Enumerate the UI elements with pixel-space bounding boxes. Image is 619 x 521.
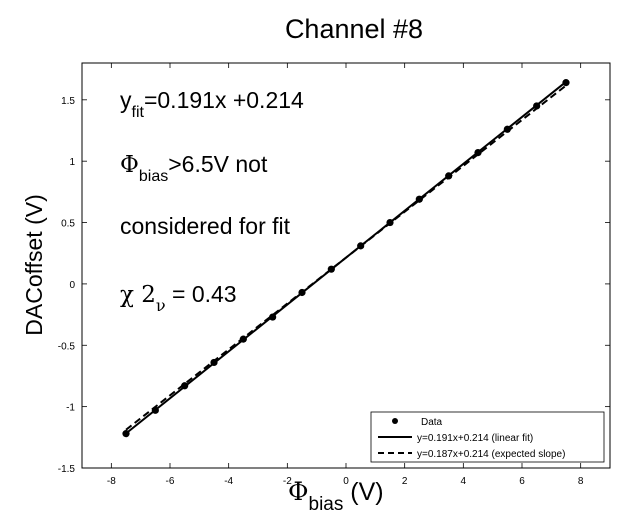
data-point xyxy=(181,382,189,390)
x-axis-label-main: Φ xyxy=(288,477,309,506)
y-tick-label: -1.5 xyxy=(58,464,76,475)
x-axis-label-sub: bias xyxy=(309,494,344,515)
y-tick-label: -1 xyxy=(66,403,75,414)
fit-exclusion-annotation: considered for fit xyxy=(120,213,291,239)
data-point xyxy=(327,265,335,273)
x-tick-label: -4 xyxy=(224,476,233,487)
data-point xyxy=(445,172,453,180)
data-point xyxy=(386,218,394,227)
fit-equation-annotation: yfit=0.191x +0.214 xyxy=(120,87,304,121)
data-point xyxy=(239,335,247,343)
x-axis-label: Φbias (V) xyxy=(288,477,384,515)
data-point xyxy=(533,102,541,110)
chart-title: Channel #8 xyxy=(285,14,423,44)
x-tick-label: 4 xyxy=(461,476,467,487)
data-point xyxy=(474,148,482,157)
x-tick-label: 6 xyxy=(519,476,525,487)
data-point xyxy=(415,195,423,203)
y-tick-label: -0.5 xyxy=(58,341,76,352)
series-lines xyxy=(125,81,567,435)
x-tick-label: 2 xyxy=(402,476,408,487)
data-point xyxy=(357,242,365,250)
x-axis-label-suffix: (V) xyxy=(343,478,383,506)
y-tick-label: 0 xyxy=(69,280,75,291)
legend-label-expected-slope: y=0.187x+0.214 (expected slope) xyxy=(417,449,565,460)
y-axis-label: DACoffset (V) xyxy=(21,194,47,335)
x-tick-label: 8 xyxy=(578,476,584,487)
data-point xyxy=(503,125,511,133)
bias-threshold-main: Φ xyxy=(120,152,139,178)
x-tick-label: -2 xyxy=(283,476,292,487)
legend: Data y=0.191x+0.214 (linear fit) y=0.187… xyxy=(370,411,605,463)
legend-marker-data xyxy=(392,418,398,424)
expected-slope-line xyxy=(125,84,567,431)
data-point xyxy=(210,358,218,367)
bias-threshold-sub: bias xyxy=(139,168,168,185)
y-tick-label: 1.5 xyxy=(61,96,75,107)
legend-label-data: Data xyxy=(421,417,443,428)
bias-threshold-rest: >6.5V not xyxy=(168,151,268,177)
bias-threshold-annotation: Φbias>6.5V not xyxy=(120,151,268,185)
fit-equation-sub: fit xyxy=(132,104,145,121)
data-point xyxy=(298,288,306,297)
axis-ticks xyxy=(82,63,610,469)
chi-squared-sub: ν xyxy=(156,296,166,315)
data-point xyxy=(151,406,159,414)
y-tick-label: 0.5 xyxy=(61,219,75,230)
series-points xyxy=(122,79,570,438)
chi-squared-rest: = 0.43 xyxy=(166,281,237,307)
axis-tick-labels: -8 -6 -4 -2 0 2 4 6 8 -1.5 -1 -0.5 0 0.5 1 1.5 xyxy=(58,96,584,487)
chi-squared-main: χ 2 xyxy=(120,282,156,308)
data-point xyxy=(269,313,277,321)
plot-frame xyxy=(81,62,611,469)
legend-label-linear-fit: y=0.191x+0.214 (linear fit) xyxy=(417,433,533,444)
fit-equation-rest: =0.191x +0.214 xyxy=(144,87,304,113)
data-point xyxy=(122,430,130,438)
chi-squared-annotation: χ 2ν = 0.43 xyxy=(120,281,237,315)
data-point xyxy=(562,79,570,87)
x-tick-label: -8 xyxy=(107,476,116,487)
y-tick-label: 1 xyxy=(69,157,75,168)
x-tick-label: -6 xyxy=(166,476,175,487)
x-tick-label: 0 xyxy=(343,476,349,487)
fit-equation-main: y xyxy=(120,87,132,113)
